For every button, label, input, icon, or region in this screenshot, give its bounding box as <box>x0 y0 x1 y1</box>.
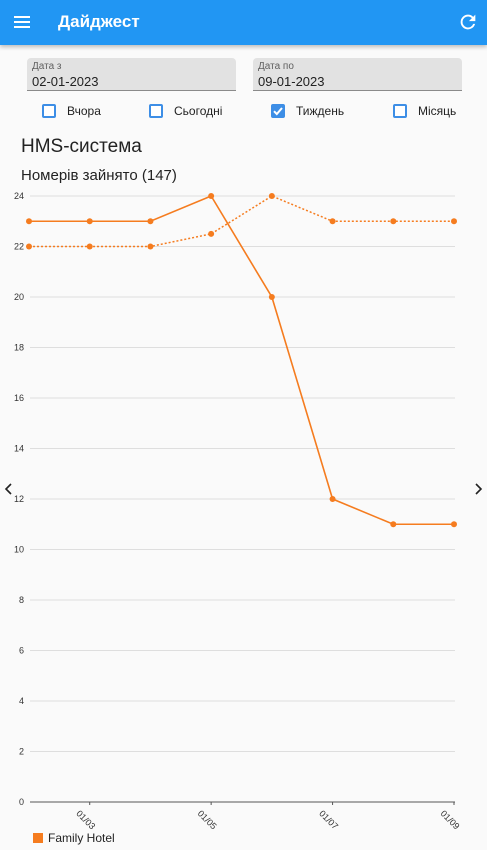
x-tick-label: 01/07 <box>317 808 340 830</box>
data-point <box>268 193 275 199</box>
period-checkbox-week[interactable]: Тиждень <box>271 102 344 120</box>
date-to-field[interactable]: Дата по 09-01-2023 <box>253 58 462 91</box>
date-to-value: 09-01-2023 <box>258 74 325 89</box>
checkbox-checked-icon <box>271 104 285 118</box>
chart-legend: Family Hotel <box>33 831 115 845</box>
legend-label: Family Hotel <box>48 831 115 845</box>
checkbox-icon <box>149 104 163 118</box>
data-point <box>390 218 397 225</box>
y-tick-label: 2 <box>19 747 24 757</box>
period-label: Вчора <box>67 104 101 118</box>
data-point <box>329 218 336 225</box>
chart-title: Номерів зайнято (147) <box>21 167 177 184</box>
y-tick-label: 14 <box>14 444 24 454</box>
y-tick-label: 24 <box>14 191 24 201</box>
y-tick-label: 10 <box>14 545 24 555</box>
y-tick-label: 18 <box>14 343 24 353</box>
period-checkbox-yesterday[interactable]: Вчора <box>42 102 101 120</box>
data-point <box>208 193 215 199</box>
data-point <box>26 218 32 225</box>
section-title: HMS-система <box>21 136 142 157</box>
date-from-label: Дата з <box>32 61 62 72</box>
date-from-value: 02-01-2023 <box>32 74 99 89</box>
data-point <box>390 521 397 528</box>
data-point <box>451 218 457 225</box>
page-title: Дайджест <box>58 12 140 31</box>
series-line-family-hotel <box>29 194 454 526</box>
date-to-label: Дата по <box>258 61 294 72</box>
checkbox-icon <box>393 104 407 118</box>
data-point <box>147 218 154 225</box>
period-label: Місяць <box>418 104 457 118</box>
data-point <box>329 496 336 502</box>
y-tick-label: 0 <box>19 797 24 807</box>
date-from-field[interactable]: Дата з 02-01-2023 <box>27 58 236 91</box>
period-checkbox-month[interactable]: Місяць <box>393 102 456 120</box>
checkbox-icon <box>42 104 56 118</box>
data-point <box>147 243 154 250</box>
x-tick-label: 01/05 <box>196 808 219 830</box>
data-point <box>268 294 275 300</box>
data-point <box>451 521 457 528</box>
refresh-icon[interactable] <box>457 11 479 33</box>
y-tick-label: 6 <box>19 646 24 656</box>
data-point <box>86 218 93 225</box>
period-label: Сьогодні <box>174 104 223 118</box>
x-tick-label: 01/03 <box>74 808 97 830</box>
y-tick-label: 12 <box>14 494 24 504</box>
y-tick-label: 16 <box>14 393 24 403</box>
chevron-right-icon[interactable] <box>472 481 484 497</box>
y-tick-label: 4 <box>19 696 24 706</box>
data-point <box>208 230 215 237</box>
menu-icon[interactable] <box>12 12 34 32</box>
app-bar: Дайджест <box>0 0 487 45</box>
period-label: Тиждень <box>296 104 345 118</box>
y-tick-label: 20 <box>14 292 24 302</box>
chevron-left-icon[interactable] <box>3 481 15 497</box>
x-tick-label: 01/09 <box>439 808 462 830</box>
y-tick-label: 8 <box>19 595 24 605</box>
data-point <box>86 243 93 250</box>
period-checkbox-today[interactable]: Сьогодні <box>149 102 222 120</box>
data-point <box>26 243 32 250</box>
legend-swatch <box>33 833 43 843</box>
y-tick-label: 22 <box>14 242 24 252</box>
